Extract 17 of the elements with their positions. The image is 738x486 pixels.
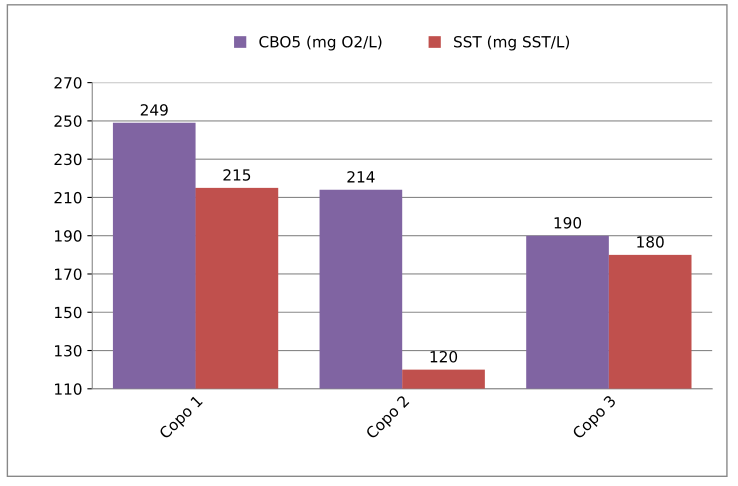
data-label: 215	[223, 169, 250, 181]
y-tick-label: 130	[55, 344, 82, 357]
y-tick-label: 230	[54, 154, 82, 166]
y-tick-label: 150	[55, 306, 82, 318]
legend-label: CBO5 (mg O2/L)	[259, 36, 382, 50]
data-label: 120	[430, 350, 458, 363]
y-tick-label: 270	[54, 77, 82, 89]
data-label: 214	[347, 171, 375, 182]
data-label: 180	[637, 236, 664, 248]
legend-label: SST (mg SST/L)	[454, 36, 570, 50]
y-tick-label: 250	[54, 115, 82, 127]
y-tick-label: 170	[55, 268, 82, 280]
data-label: 249	[140, 104, 168, 116]
y-tick-label: 210	[54, 192, 82, 204]
y-tick-label: 190	[55, 230, 82, 242]
data-label: 190	[554, 217, 582, 229]
y-tick-label: 110	[55, 383, 82, 395]
